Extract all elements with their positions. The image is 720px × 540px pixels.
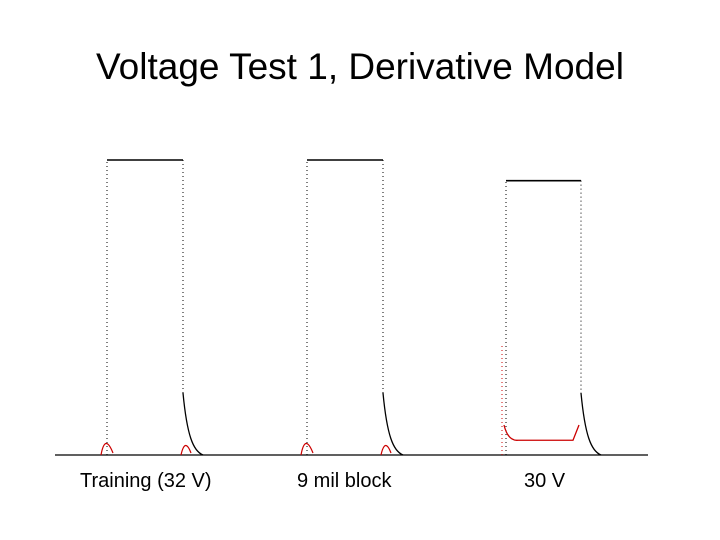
model-2-rise-spike xyxy=(300,442,314,456)
pulse-1-decay xyxy=(182,392,204,456)
model-3-plateau xyxy=(503,424,580,441)
caption-30v: 30 V xyxy=(524,470,566,492)
model-2-fall-spike xyxy=(380,444,392,456)
model-1-rise-spike xyxy=(100,442,114,456)
pulse-3-decay xyxy=(580,392,602,456)
caption-9-mil-block: 9 mil block xyxy=(297,470,392,492)
slide-title: Voltage Test 1, Derivative Model xyxy=(96,46,624,87)
model-1-fall-spike xyxy=(180,444,192,456)
pulse-2-decay xyxy=(382,392,404,456)
caption-training: Training (32 V) xyxy=(80,470,212,492)
